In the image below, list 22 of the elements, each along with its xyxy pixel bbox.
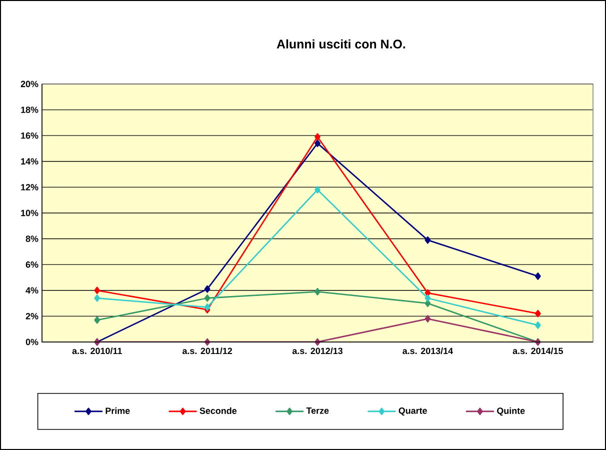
- x-tick-label: a.s. 2014/15: [512, 348, 563, 354]
- y-tick-label: 16%: [21, 132, 38, 139]
- y-tick-label: 14%: [21, 158, 38, 165]
- y-tick-label: 0%: [26, 338, 38, 346]
- x-tick-label: a.s. 2010/11: [72, 348, 122, 354]
- legend-label: Seconde: [200, 407, 237, 414]
- y-tick-label: 18%: [21, 106, 38, 113]
- x-tick-label: a.s. 2011/12: [182, 348, 232, 354]
- y-tick-label: 20%: [20, 80, 38, 88]
- x-tick-label: a.s. 2013/14: [402, 348, 453, 354]
- legend-label: Terze: [306, 408, 329, 414]
- legend-label: Prime: [106, 407, 130, 414]
- y-tick-label: 4%: [26, 287, 38, 294]
- y-tick-label: 8%: [26, 236, 38, 242]
- x-tick-label: a.s. 2012/13: [292, 348, 343, 354]
- y-tick-label: 6%: [26, 261, 38, 268]
- legend-label: Quinte: [497, 407, 525, 416]
- legend-label: Quarte: [398, 407, 427, 416]
- y-tick-label: 12%: [21, 184, 38, 190]
- chart-title: Alunni usciti con N.O.: [276, 39, 406, 48]
- y-tick-label: 10%: [21, 210, 38, 216]
- y-tick-label: 2%: [26, 313, 38, 320]
